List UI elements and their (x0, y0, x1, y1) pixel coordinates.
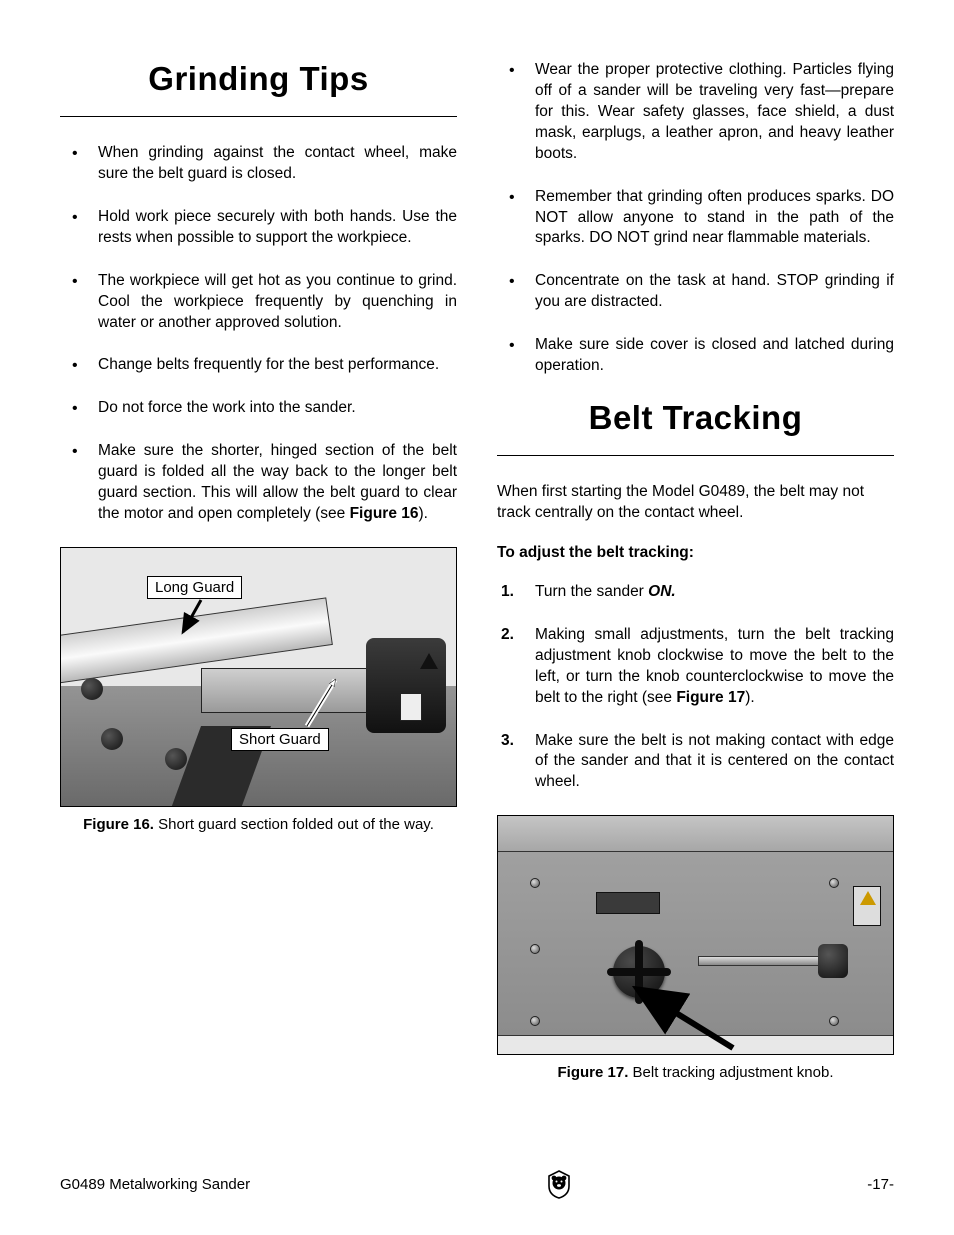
figure-17: Figure 17. Belt tracking adjustment knob… (497, 815, 894, 1083)
list-item: Concentrate on the task at hand. STOP gr… (497, 271, 894, 313)
procedure-heading: To adjust the belt tracking: (497, 544, 894, 562)
bear-logo-icon (545, 1169, 573, 1199)
heading-grinding-tips: Grinding Tips (60, 60, 457, 98)
list-item: Turn the sander ON. (497, 582, 894, 603)
text: ). (419, 505, 428, 522)
list-item: Make sure side cover is closed and latch… (497, 335, 894, 377)
intro-text: When first starting the Model G0489, the… (497, 482, 894, 524)
footer-right: -17- (867, 1176, 894, 1193)
list-item: Do not force the work into the sander. (60, 398, 457, 419)
list-item: Make sure the belt is not making contact… (497, 731, 894, 794)
figure-16-caption: Figure 16. Short guard section folded ou… (60, 815, 457, 835)
tracking-knob (613, 946, 665, 998)
emphasis: ON. (648, 583, 676, 600)
figure-16: Long Guard Short Guard Figure 16. Short … (60, 547, 457, 835)
list-item: Make sure the shorter, hinged section of… (60, 441, 457, 525)
left-column: Grinding Tips When grinding against the … (60, 60, 457, 1101)
list-item: Wear the proper protective clothing. Par… (497, 60, 894, 165)
heading-rule (60, 116, 457, 117)
figure-ref: Figure 17 (676, 689, 745, 706)
grinding-tips-list-cont: Wear the proper protective clothing. Par… (497, 60, 894, 377)
figure-17-caption: Figure 17. Belt tracking adjustment knob… (497, 1063, 894, 1083)
figure-ref: Figure 16 (350, 505, 419, 522)
caption-text: Short guard section folded out of the wa… (154, 816, 434, 833)
figure-17-image (497, 815, 894, 1055)
caption-text: Belt tracking adjustment knob. (628, 1064, 833, 1081)
list-item: The workpiece will get hot as you contin… (60, 271, 457, 334)
list-item: Hold work piece securely with both hands… (60, 207, 457, 249)
callout-long-guard: Long Guard (147, 576, 242, 599)
page-footer: G0489 Metalworking Sander -17- (60, 1169, 894, 1199)
footer-left: G0489 Metalworking Sander (60, 1176, 250, 1193)
caption-label: Figure 17. (558, 1064, 629, 1081)
figure-16-image: Long Guard Short Guard (60, 547, 457, 807)
list-item: When grinding against the contact wheel,… (60, 143, 457, 185)
heading-rule (497, 455, 894, 456)
caption-label: Figure 16. (83, 816, 154, 833)
heading-belt-tracking: Belt Tracking (497, 399, 894, 437)
belt-tracking-steps: Turn the sander ON. Making small adjustm… (497, 582, 894, 793)
right-column: Wear the proper protective clothing. Par… (497, 60, 894, 1101)
text: ). (745, 689, 754, 706)
callout-short-guard: Short Guard (231, 728, 329, 751)
list-item: Making small adjustments, turn the belt … (497, 625, 894, 709)
grinding-tips-list: When grinding against the contact wheel,… (60, 143, 457, 525)
text: Turn the sander (535, 583, 648, 600)
list-item: Change belts frequently for the best per… (60, 355, 457, 376)
list-item: Remember that grinding often produces sp… (497, 187, 894, 250)
